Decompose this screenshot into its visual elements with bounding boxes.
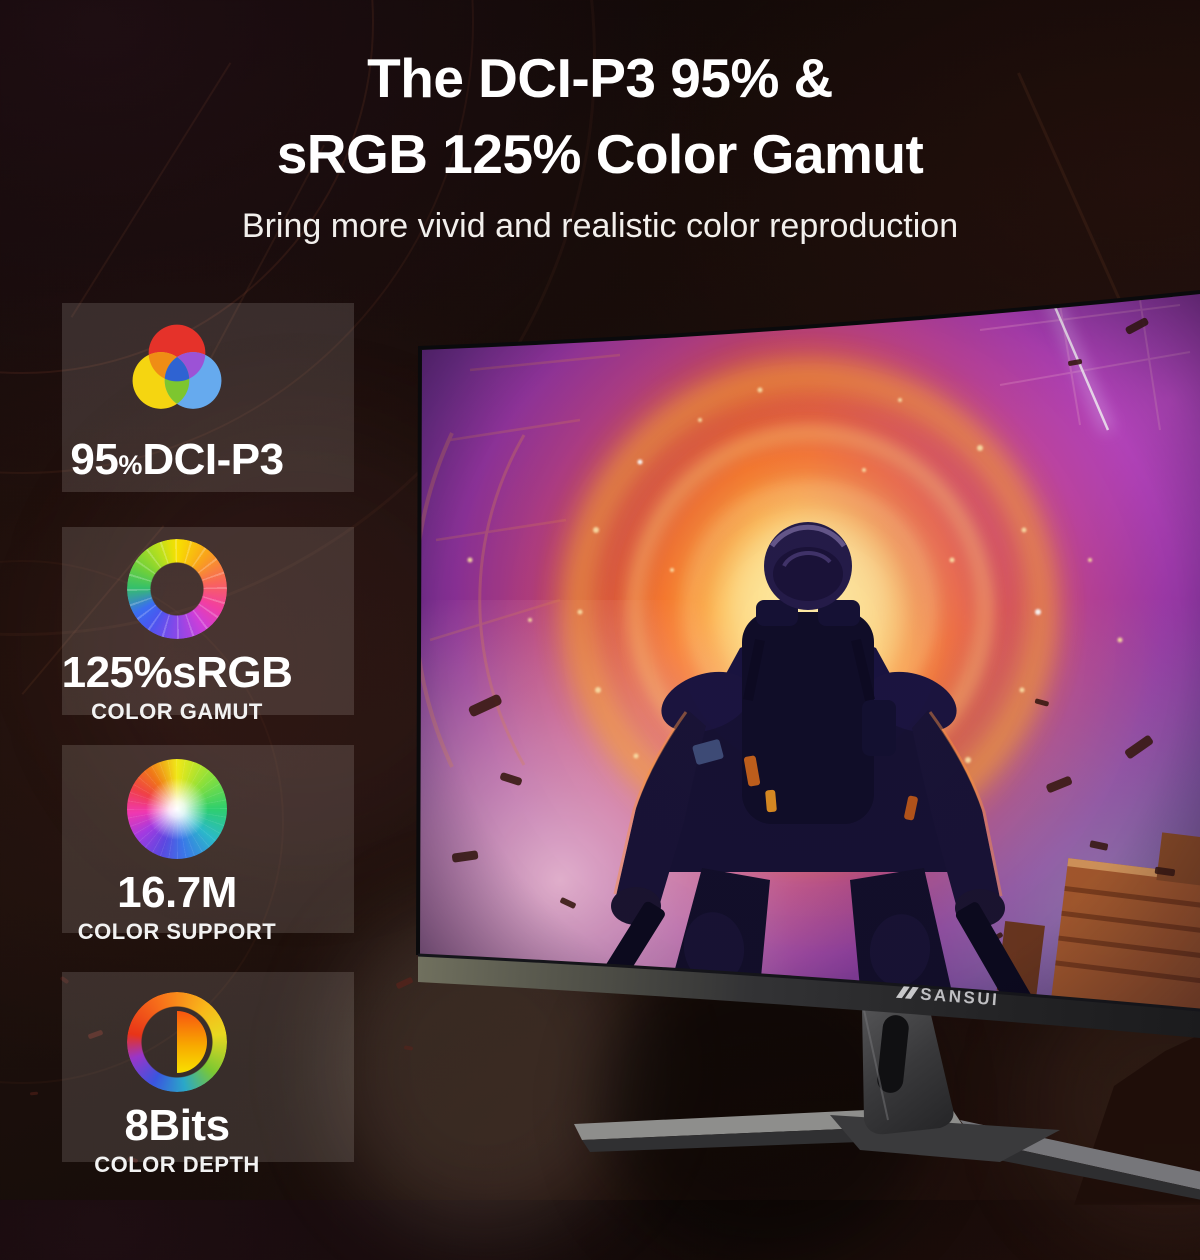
feature-value: 125% [61,648,173,697]
feature-caption: COLOR GAMUT [91,699,263,724]
feature-value: 16.7M [117,868,237,917]
feature-caption: COLOR SUPPORT [77,919,277,944]
page-title-line-1: The DCI-P3 95% & [367,47,833,109]
feature-percent: % [118,450,143,480]
monitor-frame-edge [416,290,1200,956]
feature-value-line: 16.7M [117,871,237,915]
feature-value: 8Bits [124,1101,230,1150]
page-subtitle: Bring more vivid and realistic color rep… [241,207,959,245]
rgb-overlap-circles-icon [125,321,229,426]
headline: The DCI-P3 95% & sRGB 125% Color Gamut B… [0,40,1200,248]
feature-value: 95 [70,435,119,484]
screen-artwork [418,292,1200,1010]
feature-card-srgb: 125%sRGB COLOR GAMUT [62,527,354,723]
monitor: SANSUI [416,290,1200,1200]
feature-card-dci-p3: 95%DCI-P3 [62,303,354,492]
feature-card-color-depth: 8Bits COLOR DEPTH [62,972,354,1176]
feature-value-line: 8Bits [124,1101,230,1150]
page-title-line-2: sRGB 125% Color Gamut [276,123,924,185]
feature-caption: COLOR DEPTH [94,1152,260,1177]
color-depth-ring-icon [127,992,227,1092]
feature-value-line: 95%DCI-P3 [70,435,284,484]
feature-value-line: 125%sRGB [62,651,293,695]
feature-name: sRGB [172,648,293,697]
feature-card-color-support: 16.7M COLOR SUPPORT [62,745,354,943]
color-wheel-disc-icon [127,759,227,859]
debris-speck [29,1091,39,1096]
monitor-stand [574,1002,1200,1200]
feature-name: DCI-P3 [142,435,284,484]
color-wheel-ring-icon [127,539,227,639]
